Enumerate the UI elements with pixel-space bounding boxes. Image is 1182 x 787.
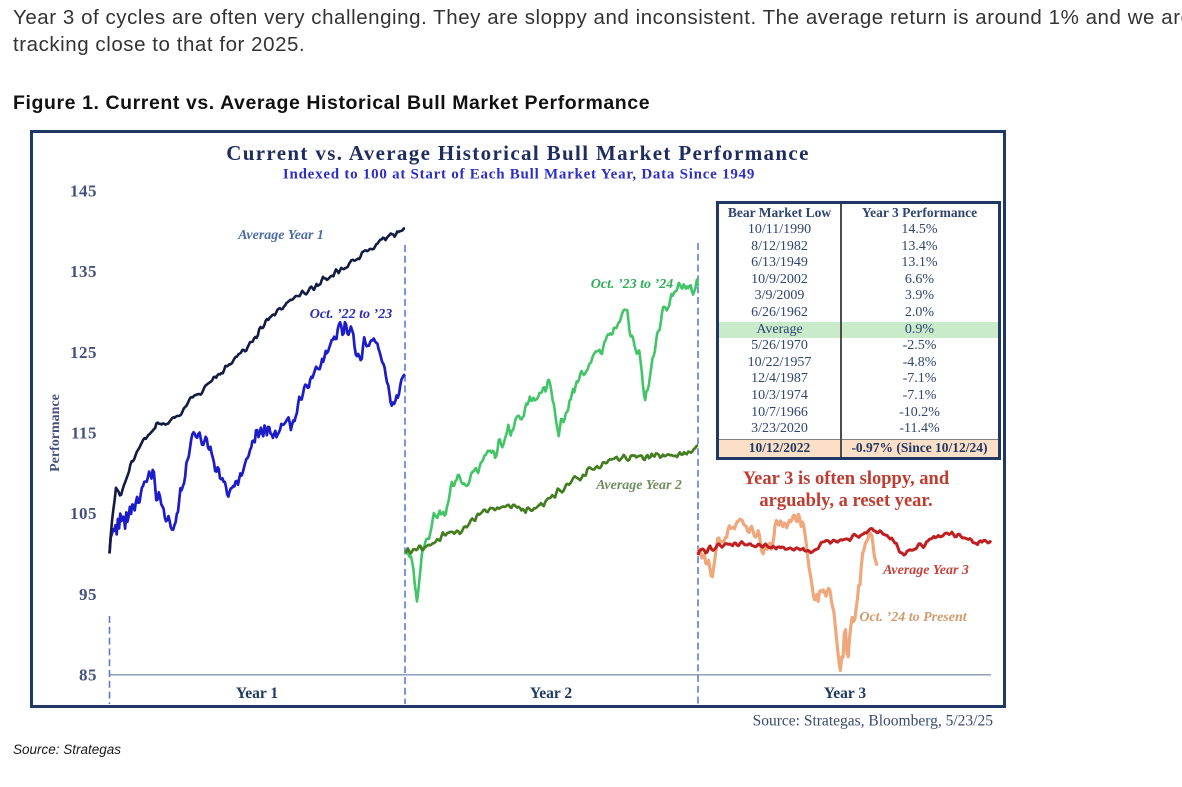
- svg-text:135: 135: [70, 262, 97, 281]
- svg-text:Year 3: Year 3: [824, 685, 867, 702]
- svg-text:Average Year 3: Average Year 3: [882, 563, 969, 578]
- svg-text:Oct. ’23 to ’24: Oct. ’23 to ’24: [591, 277, 673, 292]
- svg-text:Oct. ’24 to Present: Oct. ’24 to Present: [859, 610, 967, 625]
- svg-text:Year 1: Year 1: [236, 685, 278, 702]
- svg-text:Current vs. Average Historical: Current vs. Average Historical Bull Mark…: [226, 141, 810, 165]
- svg-text:Average Year 1: Average Year 1: [237, 228, 324, 243]
- svg-text:85: 85: [79, 666, 97, 685]
- svg-text:95: 95: [79, 585, 97, 604]
- svg-text:105: 105: [70, 504, 97, 523]
- svg-text:arguably, a reset year.: arguably, a reset year.: [759, 491, 932, 511]
- svg-text:Indexed to 100 at Start of Eac: Indexed to 100 at Start of Each Bull Mar…: [283, 167, 755, 183]
- svg-text:Oct. ’22 to ’23: Oct. ’22 to ’23: [310, 307, 392, 322]
- svg-text:Year 3 is often sloppy, and: Year 3 is often sloppy, and: [743, 469, 950, 489]
- svg-text:Source: Strategas, Bloomberg,: Source: Strategas, Bloomberg, 5/23/25: [753, 713, 994, 730]
- svg-text:115: 115: [71, 424, 97, 443]
- svg-text:Year 2: Year 2: [530, 685, 573, 702]
- svg-text:Average Year 2: Average Year 2: [595, 478, 682, 493]
- svg-text:Performance: Performance: [48, 394, 63, 472]
- svg-text:125: 125: [70, 343, 97, 362]
- svg-text:145: 145: [70, 182, 97, 201]
